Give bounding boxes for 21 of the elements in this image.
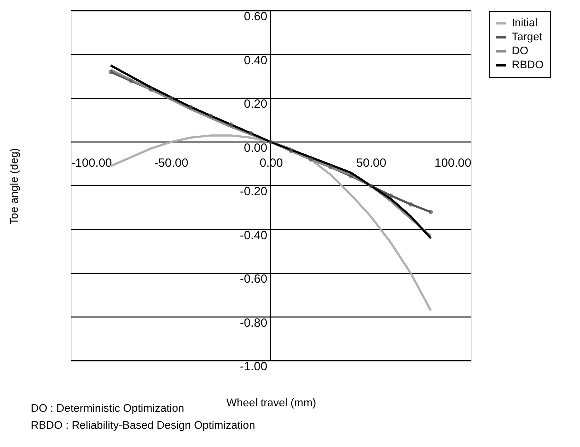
x-tick-label: -100.00 (72, 156, 113, 170)
y-tick-label: -0.20 (240, 184, 268, 198)
y-tick-label: -0.60 (240, 272, 268, 286)
x-tick-label: 100.00 (434, 156, 472, 170)
y-tick-label: -1.00 (240, 360, 268, 374)
y-axis-title: Toe angle (deg) (9, 148, 22, 225)
text: RBDO : Reliability-Based Design Optimization (31, 420, 256, 432)
legend-label: DO (512, 46, 529, 58)
legend-label: Initial (512, 18, 538, 30)
text: DO : Deterministic Optimization (31, 403, 184, 415)
legend-label: Target (512, 32, 543, 44)
legend-label: RBDO (512, 60, 544, 72)
x-tick-label: 50.00 (356, 156, 387, 170)
x-tick-label: -50.00 (154, 156, 189, 170)
y-tick-label: 0.40 (244, 53, 268, 68)
y-tick-label: 0.00 (244, 140, 268, 155)
x-axis-title: Wheel travel (mm) (226, 398, 316, 410)
y-tick-label: 0.60 (244, 10, 268, 24)
y-tick-label: -0.80 (240, 316, 268, 330)
y-tick-label: -0.40 (240, 228, 268, 242)
y-tick-label: 0.20 (244, 97, 268, 111)
